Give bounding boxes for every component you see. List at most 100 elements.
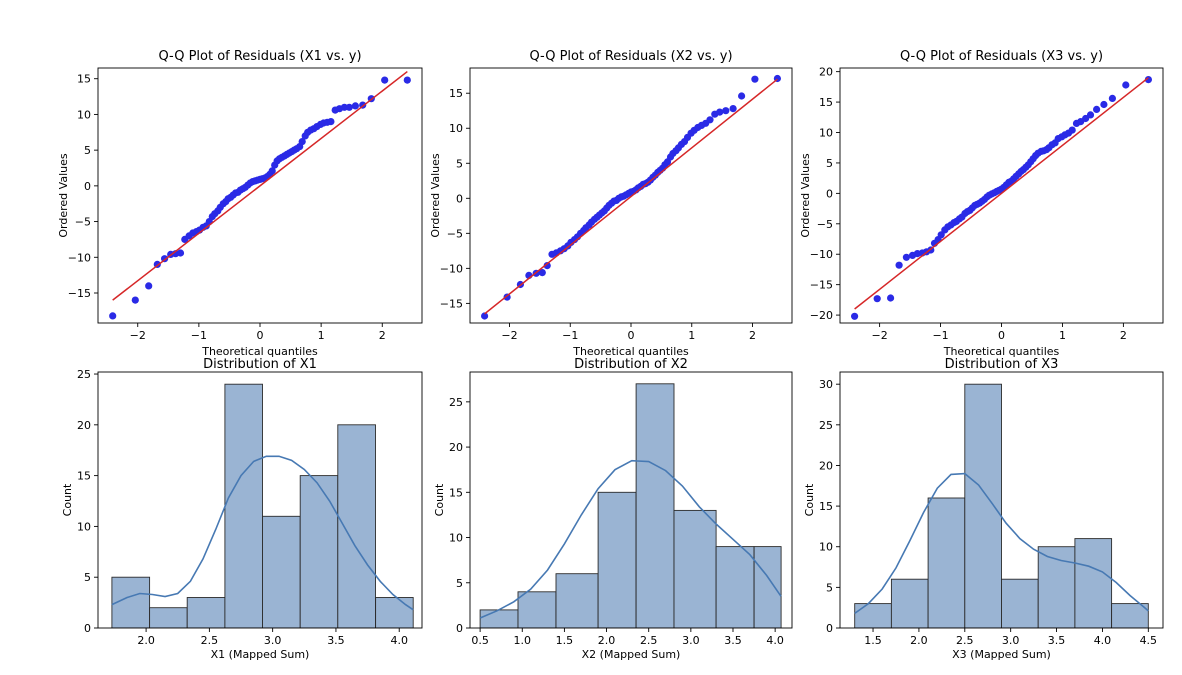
qq-point xyxy=(1122,81,1130,89)
kde-curve xyxy=(479,459,782,619)
y-tick-label: 10 xyxy=(449,532,463,545)
x-tick-label: 3.0 xyxy=(264,634,282,647)
y-tick-label: 10 xyxy=(819,127,833,140)
histogram-bar xyxy=(186,597,226,628)
x-tick-label: 4.0 xyxy=(766,634,784,647)
x-axis-label: X3 (Mapped Sum) xyxy=(952,648,1051,661)
y-tick-label: −10 xyxy=(68,251,91,264)
x-tick-label: 2 xyxy=(379,329,386,342)
y-tick-label: 25 xyxy=(819,419,833,432)
axes-frame xyxy=(839,371,1164,629)
x-tick-label: 1 xyxy=(1059,329,1066,342)
histogram-bar xyxy=(964,383,1002,628)
plot-area xyxy=(109,70,411,320)
qq-point xyxy=(176,249,185,257)
histogram-bar xyxy=(673,509,717,628)
chart-panel-4: 2.0 2.5 3.0 3.5 4.0 0 5 10 15 20 25 Distribution of… xyxy=(61,357,423,661)
qq-point xyxy=(481,312,489,320)
qq-point xyxy=(351,102,359,110)
qq-point xyxy=(873,295,881,303)
histogram-bar xyxy=(111,576,151,628)
y-axis-label: Ordered Values xyxy=(57,153,70,237)
chart-panel-6: 1.5 2.0 2.5 3.0 3.5 4.0 4.5 0 5 10 15 20 25 30 Distrib… xyxy=(803,357,1164,661)
y-tick-label: 20 xyxy=(449,441,463,454)
y-tick-label: 5 xyxy=(456,577,463,590)
qq-point xyxy=(722,107,730,115)
y-tick-label: 10 xyxy=(77,108,91,121)
y-tick-label: 15 xyxy=(449,87,463,100)
y-tick-label: 5 xyxy=(456,157,463,170)
histogram-bar xyxy=(1111,603,1149,628)
qq-point xyxy=(1100,100,1108,109)
chart-title: Distribution of X3 xyxy=(945,357,1059,372)
histogram-bar xyxy=(635,383,675,628)
kde-curve xyxy=(111,455,414,611)
y-tick-label: 0 xyxy=(456,622,463,635)
x-tick-label: 3.5 xyxy=(724,634,742,647)
y-tick-label: −15 xyxy=(810,279,833,292)
qq-point xyxy=(1068,126,1076,134)
plot-area xyxy=(111,383,414,628)
reference-line xyxy=(854,77,1149,310)
y-tick-label: 20 xyxy=(819,459,833,472)
chart-title: Q-Q Plot of Residuals (X2 vs. y) xyxy=(529,49,732,64)
y-axis-label: Ordered Values xyxy=(429,153,442,237)
y-tick-label: 0 xyxy=(84,180,91,193)
qq-point xyxy=(268,167,276,175)
qq-point xyxy=(902,253,911,261)
x-tick-label: 2.5 xyxy=(640,634,658,647)
qq-point xyxy=(895,261,903,269)
reference-line xyxy=(484,78,778,315)
histogram-bar xyxy=(299,475,339,628)
histogram-bar xyxy=(753,546,782,628)
y-tick-label: −5 xyxy=(75,216,91,229)
histogram-bar xyxy=(1001,578,1039,628)
x-axis-label: Theoretical quantiles xyxy=(201,345,318,358)
y-tick-label: 25 xyxy=(449,396,463,409)
plot-area xyxy=(481,74,782,320)
histogram-bar xyxy=(517,591,557,628)
y-tick-label: 15 xyxy=(819,500,833,513)
x-tick-label: −2 xyxy=(501,329,517,342)
qq-point xyxy=(298,138,306,146)
x-tick-label: 0 xyxy=(998,329,1005,342)
qq-point xyxy=(1144,76,1152,84)
y-axis-label: Count xyxy=(803,483,816,516)
chart-title: Q-Q Plot of Residuals (X3 vs. y) xyxy=(900,49,1103,64)
qq-point xyxy=(851,312,859,320)
x-tick-label: 2 xyxy=(1120,329,1127,342)
chart-title: Q-Q Plot of Residuals (X1 vs. y) xyxy=(158,49,361,64)
y-tick-label: 15 xyxy=(819,96,833,109)
histogram-bar xyxy=(597,491,637,628)
y-tick-label: 0 xyxy=(84,622,91,635)
x-tick-label: 1.5 xyxy=(556,634,574,647)
x-tick-label: 1.5 xyxy=(864,634,882,647)
histogram-bar xyxy=(1074,538,1113,628)
x-tick-label: 2.0 xyxy=(910,634,928,647)
x-tick-label: 0 xyxy=(628,329,635,342)
y-tick-label: −5 xyxy=(817,218,833,231)
qq-point xyxy=(145,282,153,290)
x-axis-label: Theoretical quantiles xyxy=(572,345,689,358)
qq-point xyxy=(131,296,139,304)
qq-point xyxy=(706,116,714,124)
x-axis-label: X2 (Mapped Sum) xyxy=(582,648,681,661)
y-axis-label: Count xyxy=(433,483,446,516)
y-axis-label: Ordered Values xyxy=(799,153,812,237)
plot-area xyxy=(854,383,1149,628)
qq-point xyxy=(327,118,335,126)
y-tick-label: 5 xyxy=(826,581,833,594)
qq-point xyxy=(403,76,411,84)
y-tick-label: 10 xyxy=(77,520,91,533)
y-tick-label: 10 xyxy=(819,541,833,554)
histogram-bar xyxy=(715,546,755,628)
qq-point xyxy=(538,269,546,277)
x-tick-label: −1 xyxy=(191,329,207,342)
y-tick-label: 0 xyxy=(456,192,463,205)
y-tick-label: 5 xyxy=(84,571,91,584)
y-tick-label: 5 xyxy=(84,144,91,157)
qq-point xyxy=(381,76,389,84)
x-tick-label: 2 xyxy=(749,329,756,342)
